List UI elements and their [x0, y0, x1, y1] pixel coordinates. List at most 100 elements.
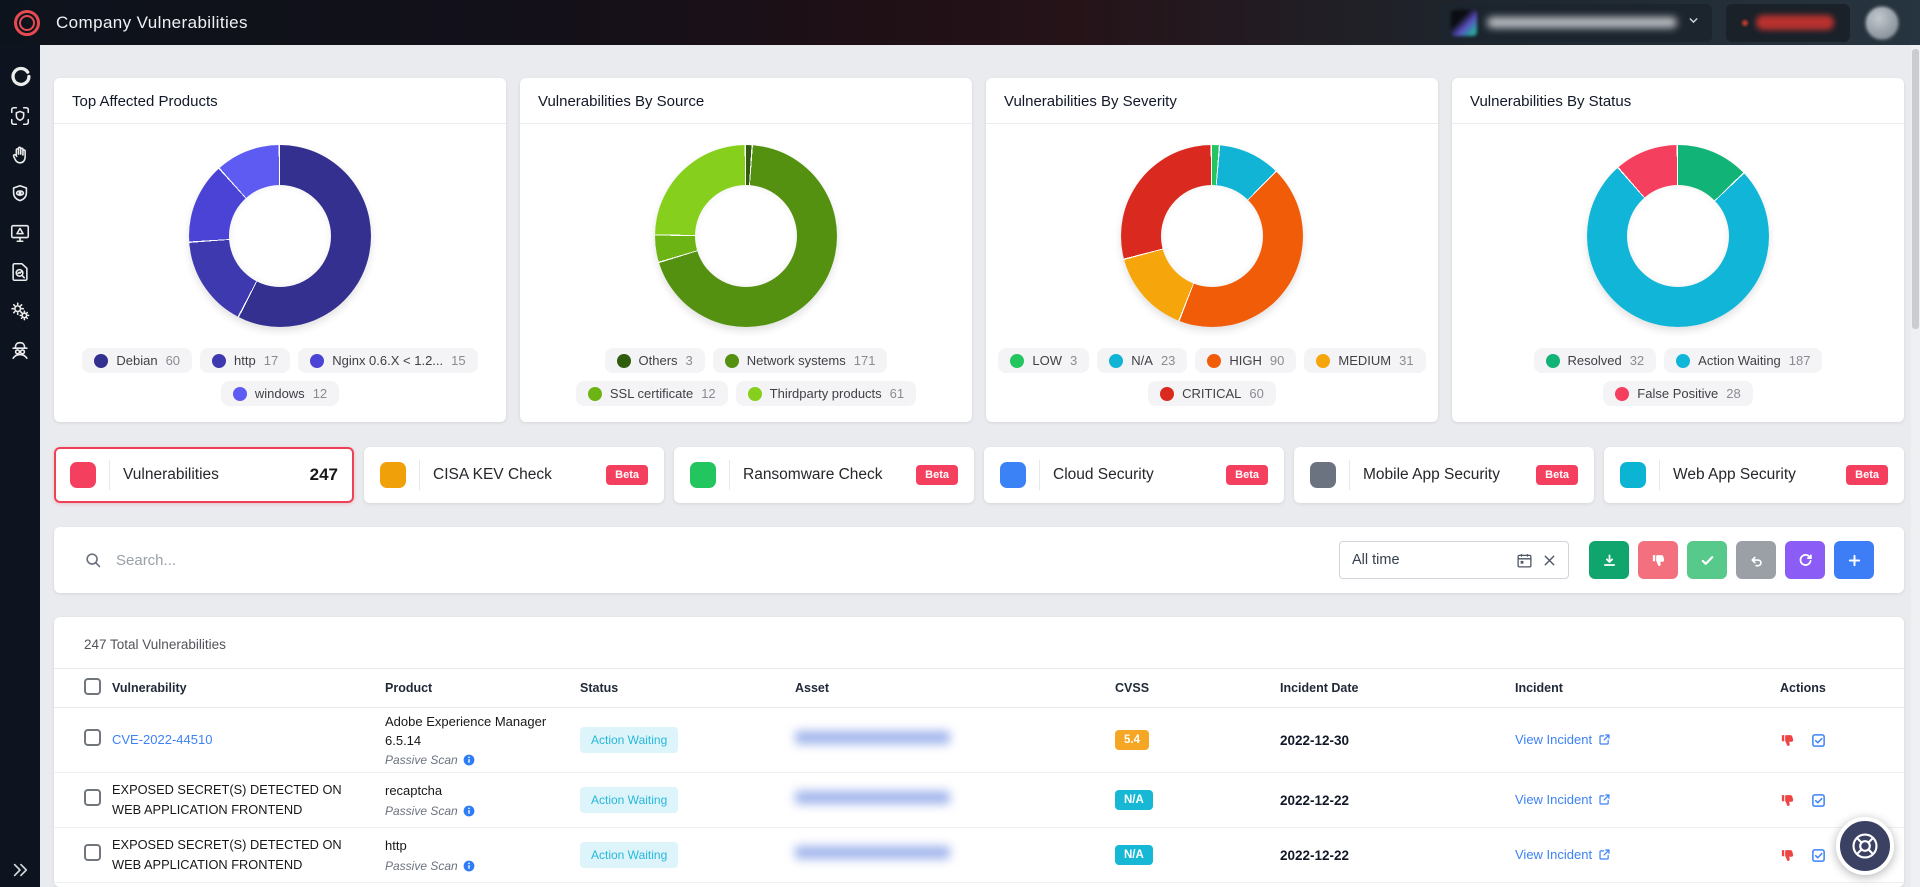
product-name: http: [385, 838, 407, 854]
legend-item-others[interactable]: Others 3: [604, 348, 705, 373]
tab-cloud-security[interactable]: Cloud Security Beta: [984, 447, 1284, 503]
legend-item-thirdparty-products[interactable]: Thirdparty products 61: [735, 381, 917, 406]
view-incident-link[interactable]: View Incident: [1515, 732, 1611, 747]
legend-item-n-a[interactable]: N/A 23: [1097, 348, 1188, 373]
legend-item-false-positive[interactable]: False Positive 28: [1603, 381, 1753, 406]
clear-date-icon[interactable]: [1541, 552, 1558, 569]
tab-divider: [109, 460, 110, 490]
sidebar-item-shield-eye[interactable]: [0, 174, 40, 213]
false-positive-button[interactable]: [1780, 848, 1795, 863]
refresh-button[interactable]: [1785, 541, 1825, 579]
legend-item-windows[interactable]: windows 12: [220, 381, 340, 406]
tab-ransomware-check[interactable]: Ransomware Check Beta: [674, 447, 974, 503]
undo-button[interactable]: [1736, 541, 1776, 579]
status-badge: Action Waiting: [580, 842, 679, 868]
legend-item-debian[interactable]: Debian 60: [82, 348, 193, 373]
donut-hole: [229, 185, 331, 287]
column-header-cvss[interactable]: CVSS: [1115, 681, 1150, 695]
column-header-product[interactable]: Product: [385, 681, 433, 695]
search-input[interactable]: [116, 551, 536, 569]
legend-item-resolved[interactable]: Resolved 32: [1533, 348, 1657, 373]
column-header-incident[interactable]: Incident: [1515, 681, 1563, 695]
sidebar-item-spy[interactable]: [0, 330, 40, 369]
org-selector[interactable]: [1439, 3, 1712, 42]
sidebar-item-monitor-alert[interactable]: [0, 213, 40, 252]
view-incident-link[interactable]: View Incident: [1515, 792, 1611, 807]
asset-redacted[interactable]: [795, 791, 950, 804]
tab-web-app-security[interactable]: Web App Security Beta: [1604, 447, 1904, 503]
page-title: Company Vulnerabilities: [56, 12, 248, 32]
legend-item-medium[interactable]: MEDIUM 31: [1304, 348, 1426, 373]
calendar-icon[interactable]: [1516, 552, 1533, 569]
actions-cell: [1780, 733, 1874, 748]
legend-item-http[interactable]: http 17: [200, 348, 291, 373]
asset-redacted[interactable]: [795, 731, 950, 744]
view-incident-link[interactable]: View Incident: [1515, 847, 1611, 862]
legend-item-nginx-0-6-x-1-2[interactable]: Nginx 0.6.X < 1.2... 15: [298, 348, 478, 373]
cvss-cell: 5.4: [1115, 730, 1280, 750]
select-all-checkbox[interactable]: [84, 678, 101, 695]
vulnerability-name[interactable]: CVE-2022-44510: [112, 732, 213, 747]
false-positive-button[interactable]: [1780, 793, 1795, 808]
legend-item-action-waiting[interactable]: Action Waiting 187: [1664, 348, 1823, 373]
brand-logo-icon[interactable]: [14, 9, 40, 36]
column-header-vulnerability[interactable]: Vulnerability: [112, 681, 187, 695]
beta-badge: Beta: [1846, 465, 1888, 485]
row-checkbox[interactable]: [84, 729, 101, 746]
donut-hole: [695, 185, 797, 287]
sidebar-item-gears[interactable]: [0, 291, 40, 330]
product-cell: Adobe Experience Manager 6.5.14 Passive S…: [385, 713, 580, 766]
info-icon: [463, 860, 475, 872]
legend-item-critical[interactable]: CRITICAL 60: [1148, 381, 1276, 406]
donut-chart: [1452, 124, 1904, 348]
false-positive-button[interactable]: [1780, 733, 1795, 748]
danger-action-button[interactable]: [1726, 3, 1850, 42]
sidebar-item-shield-scan[interactable]: [0, 96, 40, 135]
add-button[interactable]: [1834, 541, 1874, 579]
check-button[interactable]: [1687, 541, 1727, 579]
tab-cisa-kev-check[interactable]: CISA KEV Check Beta: [364, 447, 664, 503]
chart-legend: Others 3 Network systems 171 SSL certificate…: [520, 348, 972, 422]
column-header-actions[interactable]: Actions: [1780, 681, 1826, 695]
tab-vulnerabilities[interactable]: Vulnerabilities 247: [54, 447, 354, 503]
scrollbar-thumb[interactable]: [1912, 49, 1919, 329]
tab-divider: [1659, 460, 1660, 490]
resolve-button[interactable]: [1811, 733, 1826, 748]
legend-item-network-systems[interactable]: Network systems 171: [712, 348, 888, 373]
date-filter[interactable]: All time: [1339, 541, 1569, 579]
download-button[interactable]: [1589, 541, 1629, 579]
asset-redacted[interactable]: [795, 846, 950, 859]
row-checkbox[interactable]: [84, 789, 101, 806]
legend-item-high[interactable]: HIGH 90: [1195, 348, 1297, 373]
legend-item-ssl-certificate[interactable]: SSL certificate 12: [575, 381, 728, 406]
row-checkbox[interactable]: [84, 844, 101, 861]
scan-type: Passive Scan: [385, 753, 555, 767]
column-header-status[interactable]: Status: [580, 681, 619, 695]
legend-swatch-icon: [212, 353, 227, 368]
page-scrollbar[interactable]: [1911, 45, 1920, 887]
tab-mobile-app-security[interactable]: Mobile App Security Beta: [1294, 447, 1594, 503]
sidebar-item-dashboard-ring[interactable]: [0, 57, 40, 96]
legend-value: 15: [451, 353, 466, 368]
sidebar-expand-button[interactable]: [0, 861, 40, 879]
legend-label: Action Waiting: [1698, 353, 1781, 368]
donut-ring[interactable]: [655, 145, 837, 327]
legend-item-low[interactable]: LOW 3: [998, 348, 1090, 373]
donut-ring[interactable]: [1121, 145, 1303, 327]
help-button[interactable]: [1836, 817, 1894, 875]
thumbs-down-button[interactable]: [1638, 541, 1678, 579]
sidebar-item-hand-stop[interactable]: [0, 135, 40, 174]
legend-swatch-icon: [1545, 353, 1560, 368]
column-header-incident-date[interactable]: Incident Date: [1280, 681, 1359, 695]
donut-ring[interactable]: [189, 145, 371, 327]
resolve-button[interactable]: [1811, 793, 1826, 808]
thumbs-down-icon: [1780, 848, 1795, 863]
table-summary: 247 Total Vulnerabilities: [54, 617, 1904, 669]
user-avatar[interactable]: [1864, 4, 1900, 41]
resolve-button[interactable]: [1811, 848, 1826, 863]
donut-ring[interactable]: [1587, 145, 1769, 327]
sidebar-item-report-search[interactable]: [0, 252, 40, 291]
column-header-asset[interactable]: Asset: [795, 681, 830, 695]
chart-title: Vulnerabilities By Status: [1452, 78, 1904, 124]
tab-divider: [419, 460, 420, 490]
